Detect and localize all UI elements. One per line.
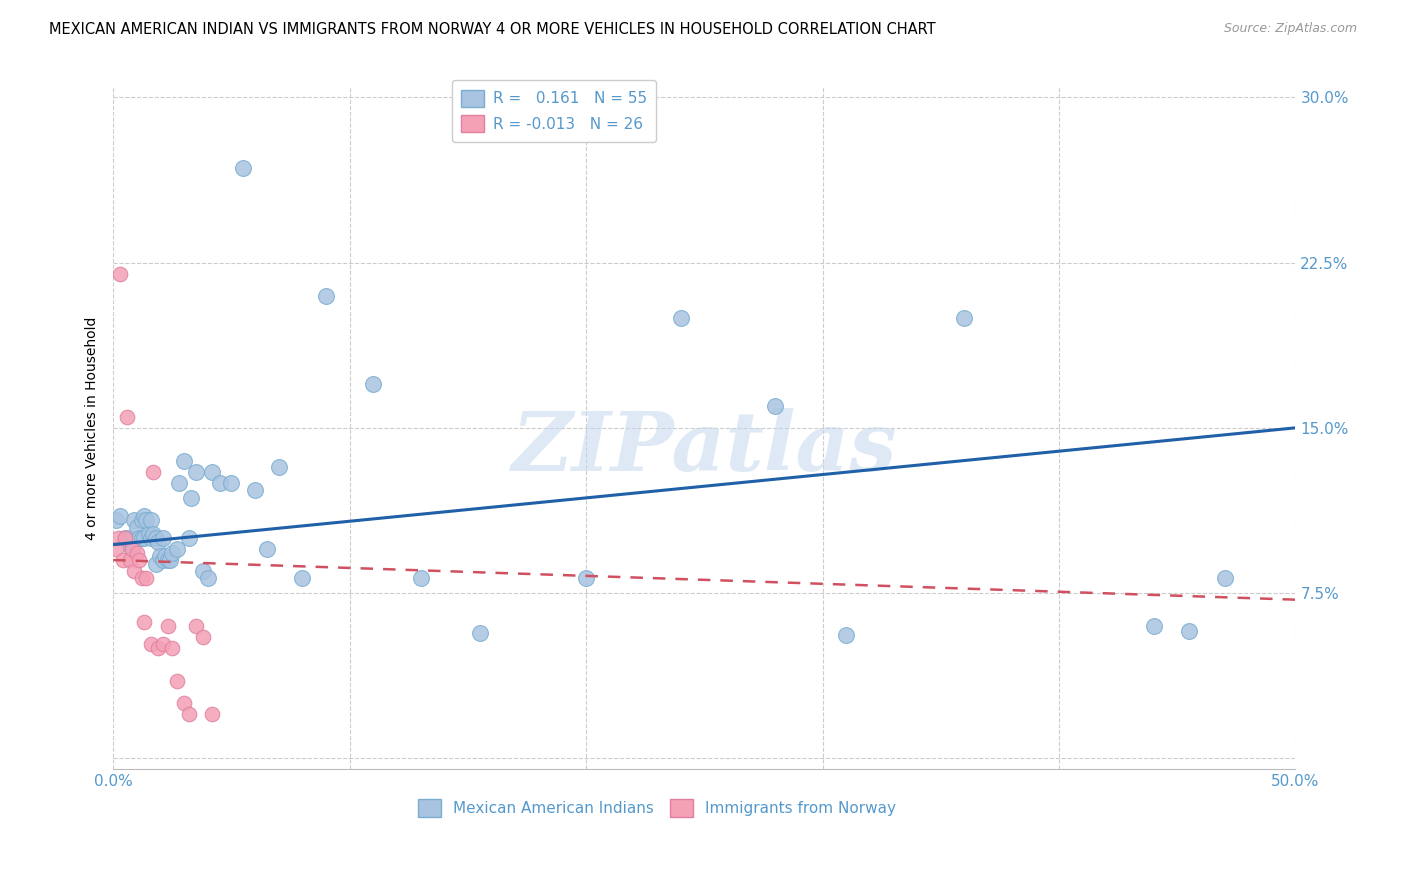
Point — [208, 475, 231, 490]
Point — [1142, 619, 1164, 633]
Point — [166, 674, 188, 689]
Point — [173, 454, 195, 468]
Point — [131, 513, 153, 527]
Point — [243, 483, 266, 497]
Point — [468, 625, 491, 640]
Point — [149, 549, 172, 563]
Point — [191, 630, 214, 644]
Point — [177, 707, 200, 722]
Point — [232, 161, 254, 175]
Point — [128, 553, 150, 567]
Point — [256, 541, 278, 556]
Point — [156, 619, 179, 633]
Text: MEXICAN AMERICAN INDIAN VS IMMIGRANTS FROM NORWAY 4 OR MORE VEHICLES IN HOUSEHOL: MEXICAN AMERICAN INDIAN VS IMMIGRANTS FR… — [49, 22, 936, 37]
Point — [118, 531, 141, 545]
Point — [1178, 624, 1201, 638]
Text: ZIPatlas: ZIPatlas — [512, 409, 897, 488]
Point — [114, 531, 136, 545]
Point — [152, 553, 174, 567]
Point — [152, 637, 174, 651]
Point — [763, 399, 786, 413]
Point — [135, 513, 157, 527]
Point — [124, 564, 146, 578]
Point — [142, 465, 165, 479]
Point — [114, 531, 136, 545]
Point — [184, 619, 207, 633]
Point — [145, 531, 167, 545]
Point — [184, 465, 207, 479]
Point — [125, 520, 148, 534]
Point — [159, 553, 181, 567]
Point — [575, 571, 598, 585]
Point — [131, 571, 153, 585]
Point — [162, 641, 184, 656]
Point — [155, 549, 177, 563]
Point — [104, 541, 127, 556]
Point — [131, 531, 153, 545]
Point — [191, 564, 214, 578]
Point — [124, 513, 146, 527]
Point — [110, 267, 132, 281]
Point — [138, 526, 160, 541]
Y-axis label: 4 or more Vehicles in Household: 4 or more Vehicles in Household — [86, 316, 100, 540]
Point — [125, 546, 148, 560]
Point — [142, 526, 165, 541]
Point — [139, 637, 162, 651]
Point — [111, 553, 134, 567]
Point — [146, 535, 169, 549]
Point — [145, 558, 167, 572]
Point — [104, 513, 127, 527]
Point — [162, 546, 184, 560]
Point — [139, 531, 162, 545]
Point — [835, 628, 858, 642]
Point — [201, 707, 224, 722]
Point — [135, 571, 157, 585]
Point — [166, 541, 188, 556]
Point — [132, 508, 155, 523]
Point — [221, 475, 243, 490]
Point — [177, 531, 200, 545]
Point — [110, 508, 132, 523]
Point — [156, 553, 179, 567]
Point — [315, 288, 337, 302]
Point — [291, 571, 314, 585]
Point — [121, 541, 143, 556]
Point — [1213, 571, 1236, 585]
Point — [139, 513, 162, 527]
Point — [197, 571, 219, 585]
Point — [361, 376, 384, 391]
Point — [132, 615, 155, 629]
Point — [409, 571, 432, 585]
Point — [146, 641, 169, 656]
Point — [169, 475, 191, 490]
Point — [267, 460, 290, 475]
Point — [121, 541, 143, 556]
Point — [953, 310, 976, 325]
Point — [118, 553, 141, 567]
Point — [173, 696, 195, 710]
Point — [152, 531, 174, 545]
Point — [107, 531, 129, 545]
Point — [201, 465, 224, 479]
Point — [669, 310, 692, 325]
Point — [132, 531, 155, 545]
Text: Source: ZipAtlas.com: Source: ZipAtlas.com — [1223, 22, 1357, 36]
Point — [180, 491, 202, 506]
Point — [128, 531, 150, 545]
Legend: Mexican American Indians, Immigrants from Norway: Mexican American Indians, Immigrants fro… — [412, 793, 901, 823]
Point — [117, 409, 139, 424]
